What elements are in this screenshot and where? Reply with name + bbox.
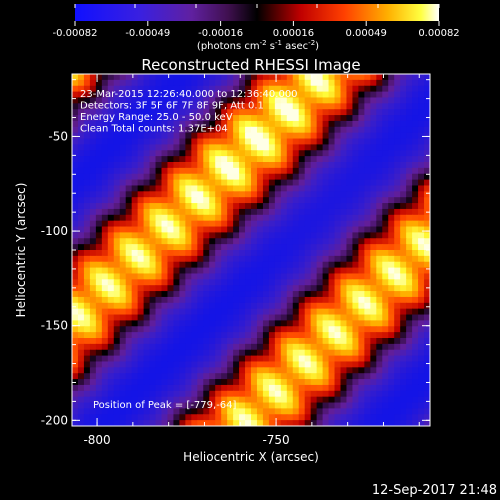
y-tick-label: -150 <box>41 319 68 333</box>
colorbar-tick-label: -0.00049 <box>125 28 170 39</box>
annotation-block: 23-Mar-2015 12:26:40.000 to 12:36:40.000… <box>80 89 298 135</box>
colorbar <box>75 4 439 21</box>
x-axis-label: Heliocentric X (arcsec) <box>183 450 319 464</box>
annotation-line: Detectors: 3F 5F 6F 7F 8F 9F, Att 0.1 <box>80 101 264 112</box>
annotation-line: Energy Range: 25.0 - 50.0 keV <box>80 112 233 123</box>
chart-title: Reconstructed RHESSI Image <box>141 56 360 74</box>
peak-position-label: Position of Peak = [-779,-64] <box>93 400 237 411</box>
y-tick-label: -100 <box>41 224 68 238</box>
colorbar-tick-label: 0.00082 <box>418 28 459 39</box>
colorbar-tick-label: -0.00016 <box>198 28 243 39</box>
footer-timestamp: 12-Sep-2017 21:48 <box>372 483 497 498</box>
y-tick-label: -50 <box>48 129 68 143</box>
colorbar-unit-label: (photons cm-2 s-1 asec-2) <box>197 39 319 52</box>
y-axis-label: Heliocentric Y (arcsec) <box>14 183 28 318</box>
annotation-line: Clean Total counts: 1.37E+04 <box>80 124 228 135</box>
y-tick-label: -200 <box>41 413 68 427</box>
y-axis-ticks: -50 -100 -150 -200 <box>41 79 430 427</box>
x-axis-ticks: -850-800-750 <box>83 74 420 447</box>
x-tick-label: -750 <box>262 433 289 447</box>
colorbar-tick-label: 0.00016 <box>273 28 314 39</box>
colorbar-tick-label: 0.00049 <box>346 28 387 39</box>
heatmap-image <box>72 74 430 426</box>
colorbar-ticks: -0.00082 -0.00049 -0.00016 0.00016 0.00049 0.… <box>53 4 460 39</box>
colorbar-tick-label: -0.00082 <box>53 28 98 39</box>
x-tick-label: -800 <box>83 433 110 447</box>
annotation-line: 23-Mar-2015 12:26:40.000 to 12:36:40.000 <box>80 89 298 100</box>
